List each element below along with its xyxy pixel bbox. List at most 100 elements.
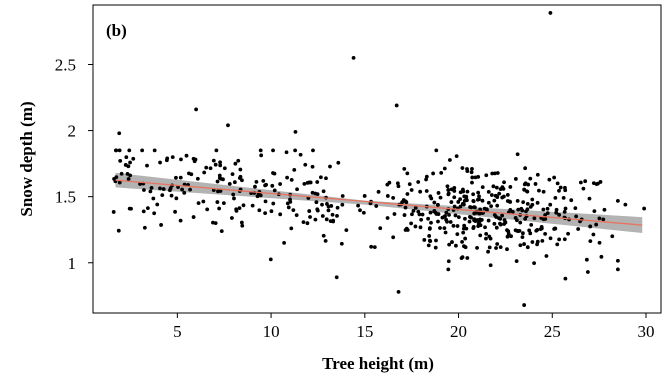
plot-frame <box>92 4 662 314</box>
data-point <box>268 257 273 262</box>
data-point <box>484 173 489 178</box>
data-point <box>204 165 209 170</box>
data-point <box>387 180 392 185</box>
data-point <box>409 221 414 226</box>
data-point <box>548 236 553 241</box>
data-point <box>510 209 515 214</box>
data-point <box>295 187 299 192</box>
data-point <box>126 177 131 181</box>
data-point <box>615 198 620 203</box>
data-point <box>462 244 466 249</box>
data-point <box>523 181 528 186</box>
data-point <box>525 189 530 194</box>
data-point <box>623 202 628 207</box>
data-point <box>257 208 262 213</box>
data-point <box>591 232 596 237</box>
data-point <box>471 226 476 231</box>
data-point <box>330 212 335 217</box>
data-point <box>492 221 497 226</box>
data-point <box>119 171 124 176</box>
data-point <box>170 155 175 160</box>
data-point <box>518 243 523 248</box>
data-point <box>313 217 318 222</box>
data-point <box>597 240 602 245</box>
data-point <box>213 162 218 167</box>
data-point <box>469 215 473 220</box>
data-point <box>463 236 468 241</box>
data-point <box>178 175 183 180</box>
data-point <box>552 226 557 231</box>
data-point <box>471 198 476 203</box>
data-point <box>483 225 487 230</box>
data-point <box>458 204 463 209</box>
data-point <box>230 216 234 220</box>
data-point <box>450 240 454 244</box>
data-point <box>307 209 312 213</box>
data-point <box>463 216 467 221</box>
data-point <box>505 247 509 252</box>
data-point <box>453 213 458 218</box>
data-point <box>259 153 264 158</box>
data-point <box>478 207 483 212</box>
data-point <box>335 205 340 210</box>
data-point <box>278 212 283 217</box>
data-point <box>492 198 497 203</box>
data-point <box>205 207 210 212</box>
data-point <box>465 167 469 171</box>
data-point <box>529 222 534 227</box>
data-point <box>293 130 298 134</box>
data-point <box>418 189 423 194</box>
data-point <box>484 236 488 241</box>
data-point <box>535 172 540 177</box>
data-point <box>522 187 527 192</box>
data-point <box>241 203 246 208</box>
data-point <box>480 185 485 190</box>
data-point <box>552 175 557 180</box>
data-point <box>250 203 255 208</box>
data-point <box>541 189 546 194</box>
data-point <box>305 221 310 226</box>
data-point <box>149 185 154 190</box>
data-point <box>458 197 463 202</box>
data-point <box>576 227 581 231</box>
data-point <box>495 242 500 246</box>
data-point <box>141 209 146 214</box>
data-point <box>372 245 377 250</box>
data-point <box>472 205 477 210</box>
data-point <box>285 175 289 180</box>
data-point <box>340 202 345 207</box>
data-point <box>562 210 567 214</box>
data-point <box>462 223 467 228</box>
data-point <box>362 194 367 198</box>
data-point <box>427 234 432 238</box>
data-point <box>594 222 599 227</box>
data-point <box>145 163 149 168</box>
data-point <box>525 201 530 206</box>
data-point <box>417 212 422 217</box>
data-point <box>369 244 374 249</box>
x-tick-label: 30 <box>638 322 655 341</box>
data-point <box>236 158 241 163</box>
data-point <box>351 55 356 60</box>
data-point <box>515 152 520 157</box>
data-point <box>138 182 142 186</box>
data-point <box>447 242 452 247</box>
data-point <box>495 194 499 199</box>
data-point <box>545 206 550 211</box>
data-point <box>528 231 533 236</box>
data-point <box>478 223 483 228</box>
data-point <box>288 199 293 204</box>
data-point <box>488 236 493 241</box>
data-point <box>544 254 549 258</box>
data-point <box>321 233 326 238</box>
data-point <box>180 187 184 192</box>
data-point <box>502 180 506 185</box>
data-point <box>469 205 474 210</box>
data-point <box>506 229 511 234</box>
data-point <box>127 148 132 153</box>
data-point <box>358 208 362 213</box>
data-point <box>514 259 519 264</box>
data-point <box>195 176 200 181</box>
data-point <box>487 245 492 250</box>
data-point <box>494 225 499 230</box>
